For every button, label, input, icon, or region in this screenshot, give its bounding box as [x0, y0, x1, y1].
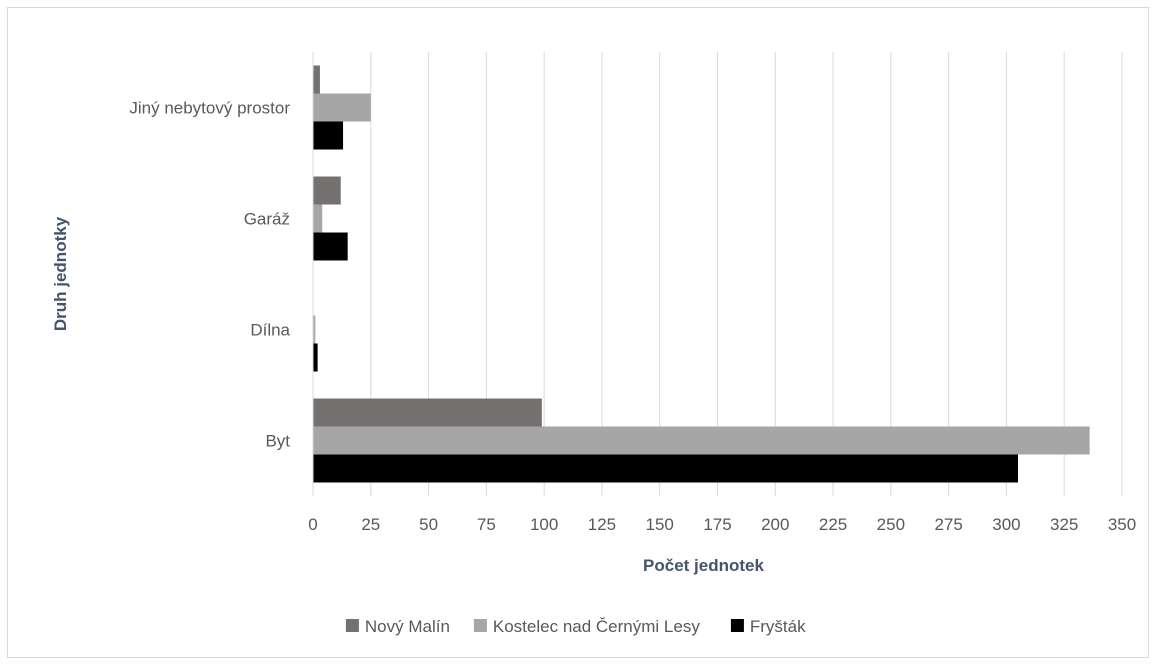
y-tick-label: Dílna — [250, 321, 290, 340]
y-tick-label: Garáž — [244, 210, 290, 229]
x-tick-label: 300 — [992, 515, 1020, 534]
bar — [313, 93, 371, 122]
legend-label: Kostelec nad Černými Lesy — [493, 617, 700, 636]
x-tick-label: 175 — [703, 515, 731, 534]
legend-label: Nový Malín — [365, 617, 450, 636]
x-tick-label: 25 — [361, 515, 380, 534]
x-tick-label: 0 — [308, 515, 317, 534]
x-tick-label: 275 — [934, 515, 962, 534]
bar — [313, 454, 1018, 483]
legend-swatch — [730, 619, 744, 632]
legend-swatch — [345, 619, 359, 632]
y-tick-label: Byt — [265, 432, 290, 451]
y-tick-labels: Byt Dílna Garáž Jiný nebytový prostor — [129, 99, 290, 451]
bar — [313, 204, 323, 233]
x-tick-label: 250 — [877, 515, 905, 534]
x-axis-title: Počet jednotek — [643, 556, 764, 575]
bars — [313, 65, 1090, 483]
x-tick-label: 100 — [530, 515, 558, 534]
chart-frame — [7, 7, 1149, 658]
y-axis-title: Druh jednotky — [51, 216, 70, 331]
bar — [313, 232, 348, 261]
x-tick-labels: 0 25 50 75 100 125 150 175 200 225 250 275 300 325 350 — [308, 515, 1136, 534]
bar — [313, 65, 320, 94]
x-tick-label: 325 — [1050, 515, 1078, 534]
bar — [313, 343, 318, 372]
x-tick-label: 125 — [588, 515, 616, 534]
bar — [313, 315, 316, 344]
legend-label: Fryšták — [750, 617, 806, 636]
x-tick-label: 75 — [477, 515, 496, 534]
x-tick-label: 350 — [1108, 515, 1136, 534]
x-tick-label: 225 — [819, 515, 847, 534]
x-tick-label: 50 — [419, 515, 438, 534]
legend: Nový Malín Kostelec nad Černými Lesy Fryšt… — [345, 617, 806, 636]
bar — [313, 426, 1090, 455]
x-tick-label: 200 — [761, 515, 789, 534]
bar — [313, 121, 344, 150]
bar — [313, 398, 542, 427]
x-tick-label: 150 — [646, 515, 674, 534]
legend-swatch — [473, 619, 487, 632]
bar — [313, 176, 341, 205]
y-tick-label: Jiný nebytový prostor — [129, 99, 290, 118]
